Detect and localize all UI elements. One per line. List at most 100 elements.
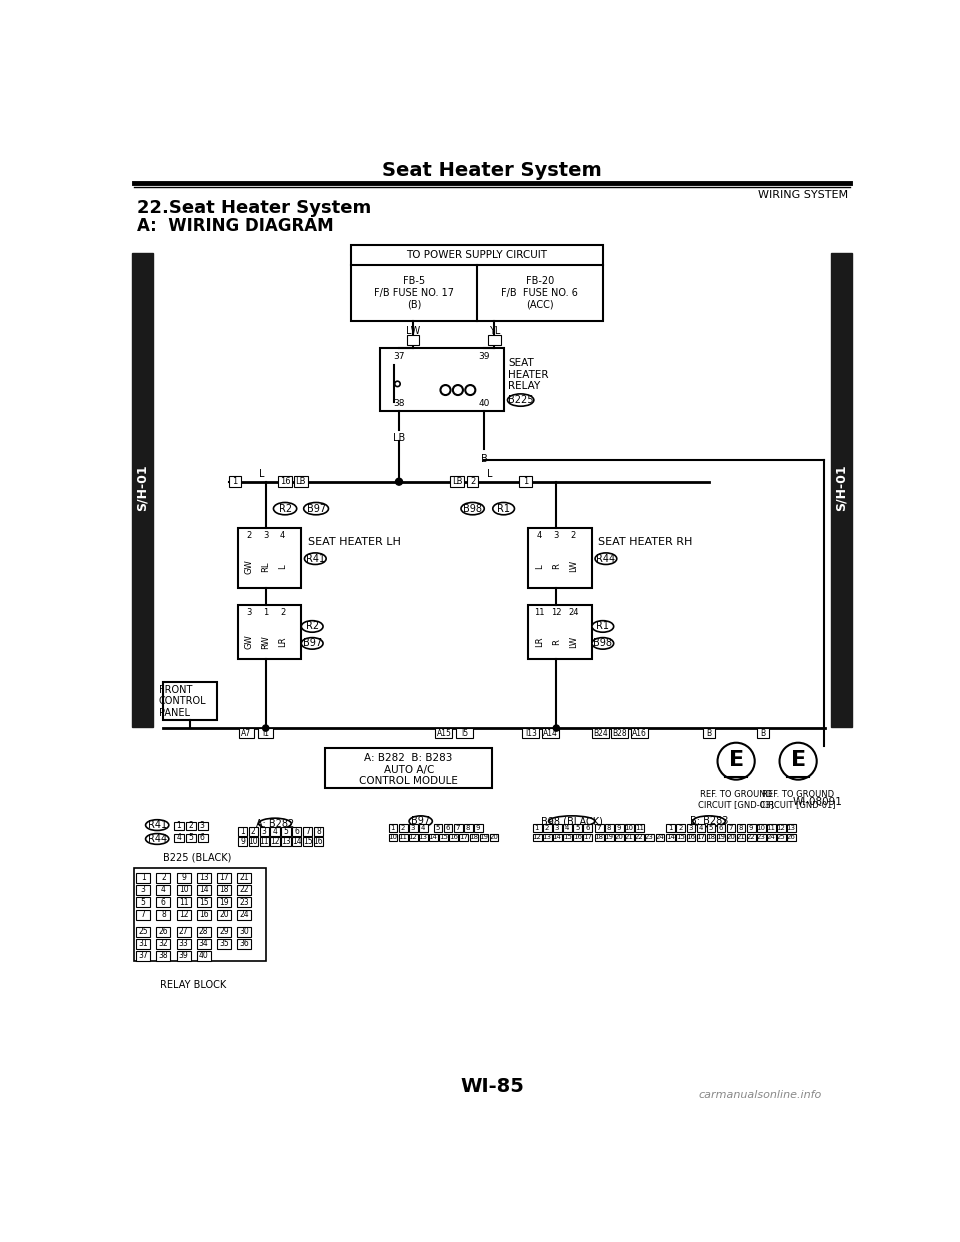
Bar bbox=[625, 833, 634, 841]
Bar bbox=[389, 833, 397, 841]
Text: 23: 23 bbox=[756, 835, 765, 841]
Text: 8: 8 bbox=[161, 910, 166, 919]
Text: 15: 15 bbox=[199, 898, 208, 907]
Text: 7: 7 bbox=[305, 827, 310, 836]
Text: 14: 14 bbox=[199, 886, 208, 894]
Text: 37: 37 bbox=[394, 351, 405, 360]
Text: 24: 24 bbox=[568, 609, 579, 617]
Bar bbox=[177, 898, 190, 908]
Circle shape bbox=[717, 743, 755, 780]
Ellipse shape bbox=[274, 503, 297, 514]
Text: 19: 19 bbox=[219, 898, 228, 907]
Bar bbox=[136, 886, 150, 895]
Bar bbox=[480, 833, 488, 841]
Bar bbox=[407, 335, 420, 345]
Bar bbox=[399, 833, 408, 841]
Bar bbox=[420, 825, 427, 832]
Text: 18: 18 bbox=[706, 835, 715, 841]
Text: 8: 8 bbox=[466, 825, 470, 831]
Text: 3: 3 bbox=[411, 825, 415, 831]
Text: 8: 8 bbox=[738, 825, 743, 831]
Ellipse shape bbox=[693, 816, 725, 827]
Text: A7: A7 bbox=[241, 729, 252, 738]
Text: 10: 10 bbox=[625, 825, 634, 831]
Text: FB-5
F/B FUSE NO. 17
(B): FB-5 F/B FUSE NO. 17 (B) bbox=[373, 277, 454, 309]
Text: 1: 1 bbox=[535, 825, 540, 831]
Bar bbox=[258, 729, 274, 739]
Bar bbox=[464, 825, 472, 832]
Bar bbox=[490, 833, 498, 841]
Text: 14: 14 bbox=[292, 837, 301, 846]
Bar bbox=[605, 825, 613, 832]
Bar bbox=[197, 886, 210, 895]
Bar bbox=[217, 873, 230, 883]
Bar bbox=[156, 886, 170, 895]
Text: 14: 14 bbox=[666, 835, 675, 841]
Bar bbox=[132, 253, 154, 727]
Text: 10: 10 bbox=[249, 837, 258, 846]
Text: 5: 5 bbox=[436, 825, 440, 831]
Bar bbox=[454, 825, 463, 832]
Bar bbox=[450, 476, 464, 487]
Bar bbox=[294, 476, 307, 487]
Bar bbox=[237, 898, 251, 908]
Text: LW: LW bbox=[569, 560, 578, 573]
Text: 5: 5 bbox=[141, 898, 146, 907]
Text: 20: 20 bbox=[727, 835, 735, 841]
Text: 16: 16 bbox=[279, 477, 290, 486]
Text: 1: 1 bbox=[232, 477, 237, 486]
Text: 17: 17 bbox=[583, 835, 591, 841]
Bar bbox=[325, 748, 492, 789]
Text: Seat Heater System: Seat Heater System bbox=[382, 161, 602, 180]
Text: A14: A14 bbox=[542, 729, 558, 738]
Text: SEAT HEATER RH: SEAT HEATER RH bbox=[598, 537, 692, 546]
Text: 24: 24 bbox=[239, 910, 249, 919]
Bar bbox=[292, 827, 301, 836]
Text: 6: 6 bbox=[718, 825, 723, 831]
Text: 26: 26 bbox=[786, 835, 796, 841]
Text: 8: 8 bbox=[316, 827, 321, 836]
Bar bbox=[259, 837, 269, 846]
Text: 6: 6 bbox=[585, 825, 589, 831]
Text: 3: 3 bbox=[200, 821, 204, 831]
Bar bbox=[436, 729, 452, 739]
Bar bbox=[543, 825, 552, 832]
Text: E: E bbox=[791, 750, 805, 770]
Bar bbox=[197, 910, 210, 920]
Text: 15: 15 bbox=[302, 837, 312, 846]
Bar bbox=[409, 825, 418, 832]
Bar bbox=[605, 833, 613, 841]
Text: carmanualsonline.info: carmanualsonline.info bbox=[698, 1089, 822, 1099]
Text: 3: 3 bbox=[688, 825, 693, 831]
Bar bbox=[666, 825, 675, 832]
Text: 22: 22 bbox=[239, 886, 249, 894]
Text: REF. TO GROUND
CIRCUIT [GND-01]: REF. TO GROUND CIRCUIT [GND-01] bbox=[760, 790, 836, 810]
Circle shape bbox=[396, 478, 402, 486]
Text: 12: 12 bbox=[271, 837, 279, 846]
Text: LB: LB bbox=[452, 477, 463, 486]
Text: 25: 25 bbox=[138, 927, 148, 936]
Bar bbox=[217, 898, 230, 908]
Text: 6: 6 bbox=[200, 833, 204, 842]
Text: A16: A16 bbox=[632, 729, 647, 738]
Bar bbox=[217, 939, 230, 949]
Bar bbox=[686, 833, 695, 841]
Ellipse shape bbox=[508, 394, 534, 406]
Text: 6: 6 bbox=[295, 827, 300, 836]
Text: 13: 13 bbox=[281, 837, 291, 846]
Text: 1: 1 bbox=[263, 609, 269, 617]
Text: 10: 10 bbox=[756, 825, 765, 831]
Text: 33: 33 bbox=[179, 939, 188, 948]
Text: 38: 38 bbox=[158, 951, 168, 960]
Text: B225 (BLACK): B225 (BLACK) bbox=[163, 852, 231, 862]
Text: R41: R41 bbox=[148, 820, 167, 830]
Circle shape bbox=[553, 725, 560, 732]
Bar bbox=[238, 605, 301, 658]
Text: 23: 23 bbox=[239, 898, 249, 907]
Bar bbox=[767, 825, 776, 832]
Bar bbox=[553, 825, 562, 832]
Text: 20: 20 bbox=[219, 910, 228, 919]
Bar bbox=[197, 898, 210, 908]
Text: I1: I1 bbox=[262, 729, 269, 738]
Bar bbox=[564, 833, 572, 841]
